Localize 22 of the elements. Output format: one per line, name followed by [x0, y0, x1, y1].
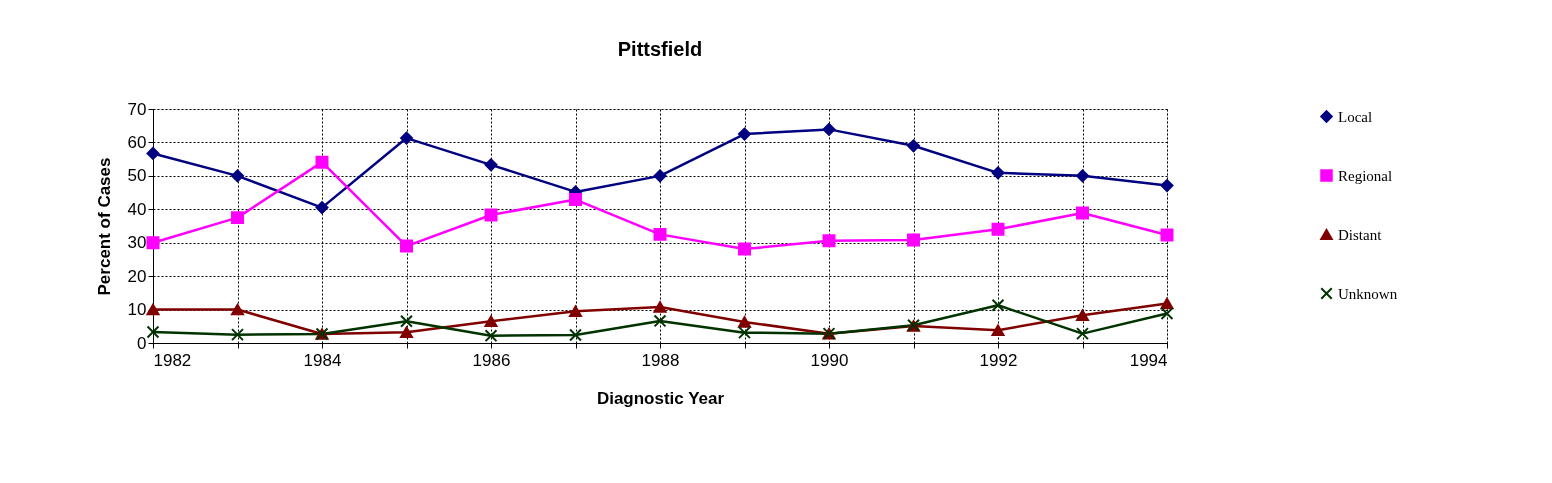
x-tick-label: 1994	[1129, 350, 1168, 370]
legend-label: Local	[1338, 108, 1373, 125]
y-tick-label: 60	[127, 132, 147, 152]
legend-label: Regional	[1338, 167, 1393, 184]
y-axis-title: Percent of Cases	[94, 157, 114, 296]
x-axis-title: Diagnostic Year	[596, 388, 725, 408]
x-tick-label: 1988	[641, 350, 680, 370]
x-tick-label: 1984	[303, 350, 342, 370]
y-tick-label: 40	[127, 199, 147, 219]
chart-title: Pittsfield	[617, 38, 703, 60]
y-tick-label: 70	[127, 99, 147, 119]
legend-label: Distant	[1338, 226, 1383, 243]
y-tick-label: 50	[127, 166, 147, 186]
legend-label: Unknown	[1338, 285, 1398, 302]
x-tick-label: 1986	[472, 350, 511, 370]
y-tick-label: 20	[127, 266, 147, 286]
y-tick-label: 0	[137, 333, 147, 353]
y-tick-label: 30	[127, 233, 147, 253]
y-tick-label: 10	[127, 300, 147, 320]
x-tick-label: 1990	[810, 350, 849, 370]
x-tick-label: 1982	[153, 350, 192, 370]
x-tick-label: 1992	[979, 350, 1018, 370]
